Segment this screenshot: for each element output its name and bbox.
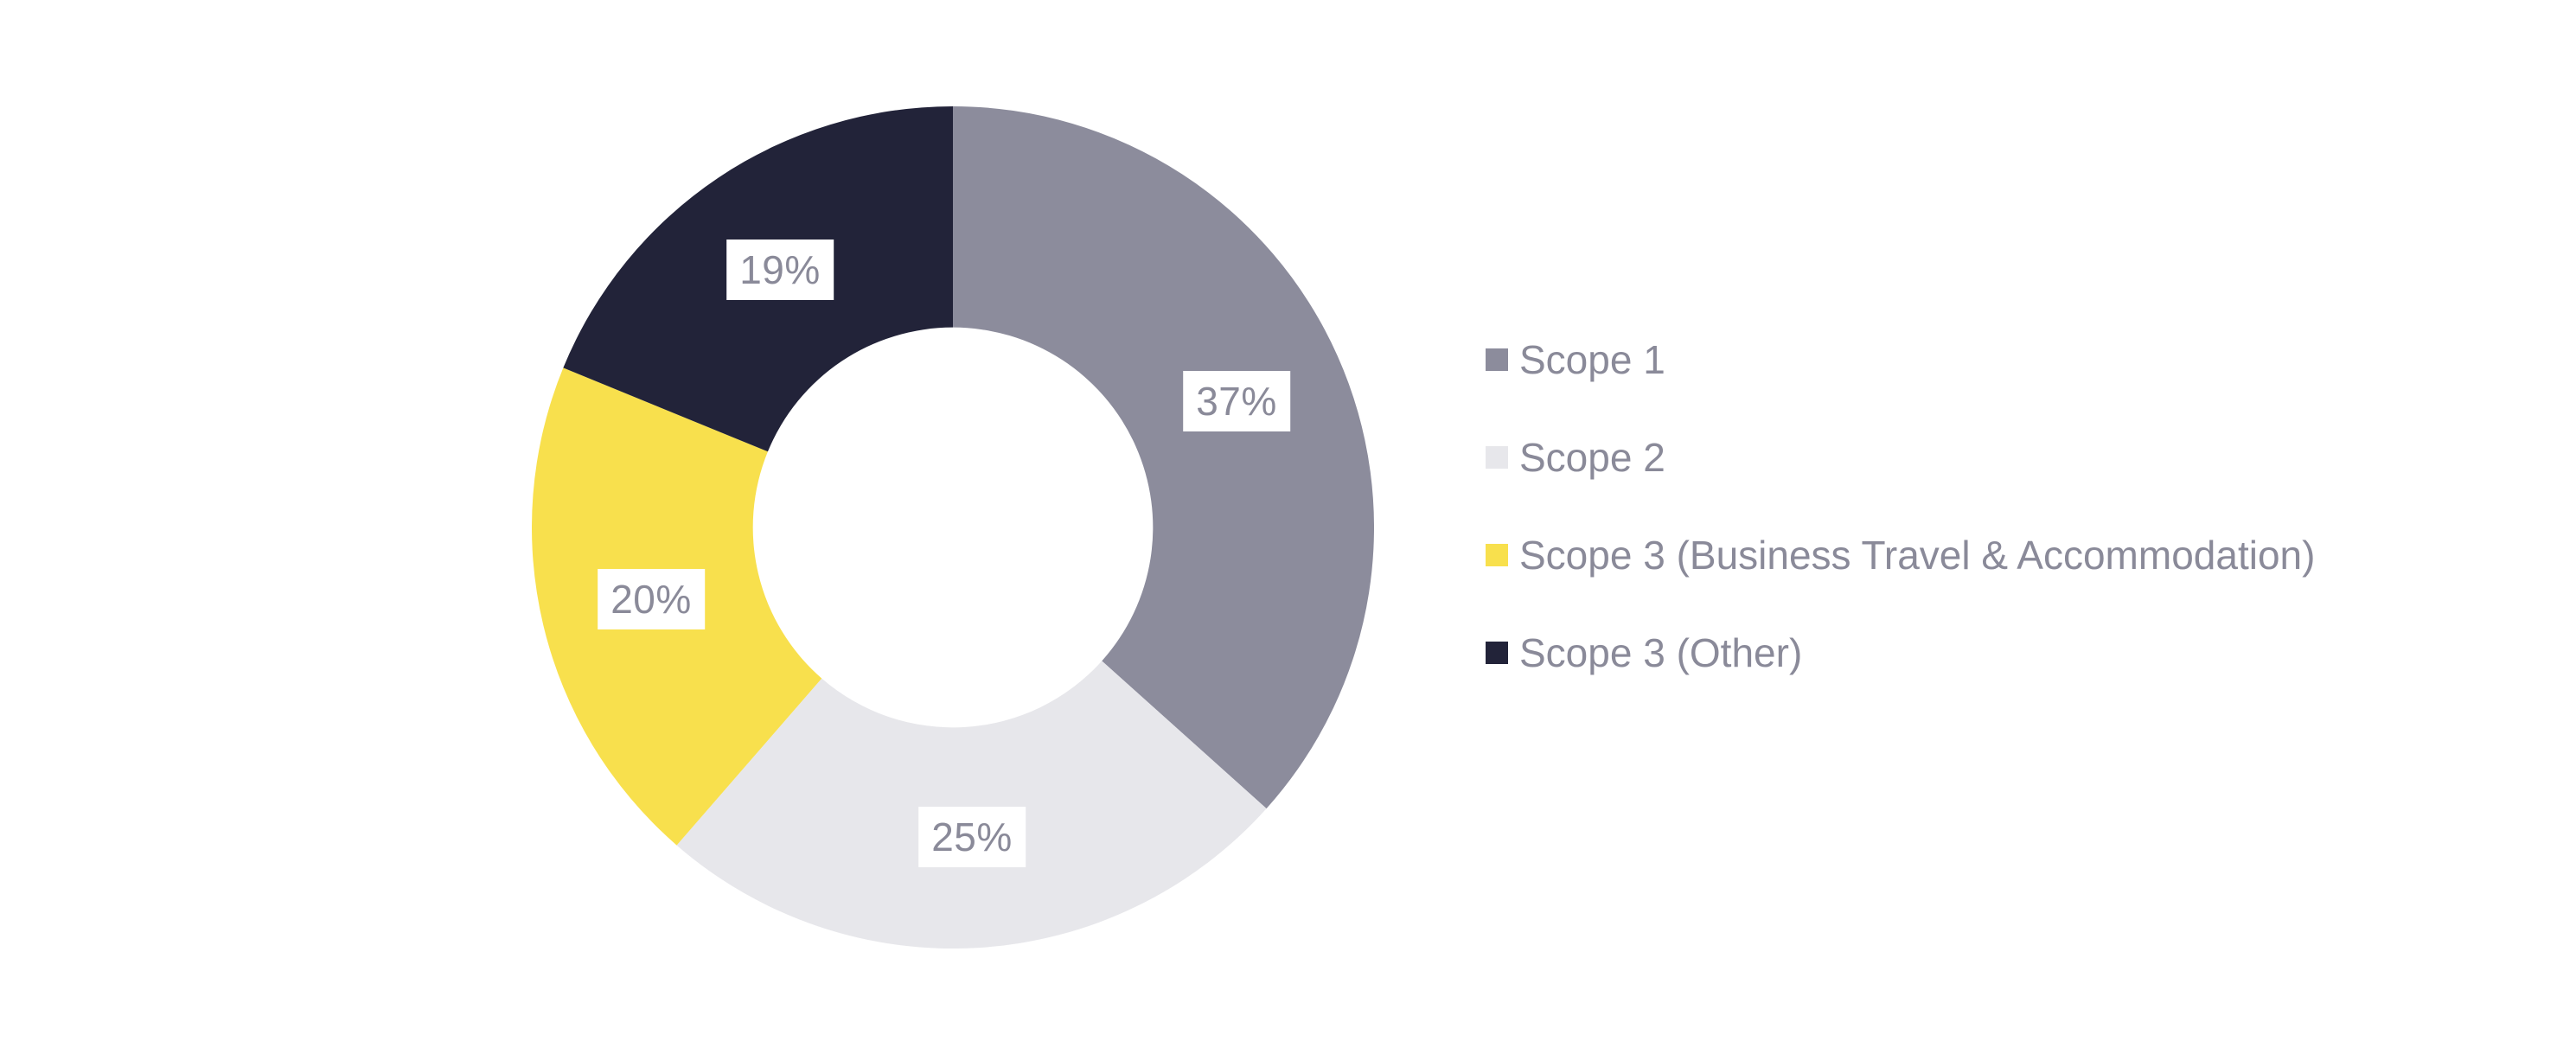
donut-slice-scope-1: [953, 106, 1374, 809]
donut-chart: 37% 25% 20% 19%: [532, 106, 1374, 949]
legend-item-scope-3-business-travel-accommodation: Scope 3 (Business Travel & Accommodation…: [1486, 533, 2315, 577]
legend-swatch-scope-3-other: [1486, 642, 1508, 664]
legend-item-scope-3-other: Scope 3 (Other): [1486, 631, 2315, 674]
legend-item-scope-1: Scope 1: [1486, 338, 2315, 381]
legend-swatch-scope-2: [1486, 446, 1508, 469]
donut-slice-scope-2: [676, 661, 1267, 949]
legend-swatch-scope-1: [1486, 348, 1508, 371]
legend-label: Scope 3 (Other): [1519, 630, 1803, 675]
legend-label: Scope 2: [1519, 435, 1665, 480]
legend-label: Scope 1: [1519, 337, 1665, 382]
legend-label: Scope 3 (Business Travel & Accommodation…: [1519, 533, 2316, 578]
legend-item-scope-2: Scope 2: [1486, 436, 2315, 479]
slice-value-label-scope-2: 25%: [918, 807, 1026, 867]
slice-value-label-scope-3-business-travel-accommodation: 20%: [598, 569, 705, 629]
slice-value-label-scope-3-other: 19%: [726, 240, 834, 300]
slice-value-label-scope-1: 37%: [1183, 371, 1290, 431]
chart-legend: Scope 1 Scope 2 Scope 3 (Business Travel &…: [1486, 338, 2315, 674]
legend-swatch-scope-3-business-travel-accommodation: [1486, 544, 1508, 566]
